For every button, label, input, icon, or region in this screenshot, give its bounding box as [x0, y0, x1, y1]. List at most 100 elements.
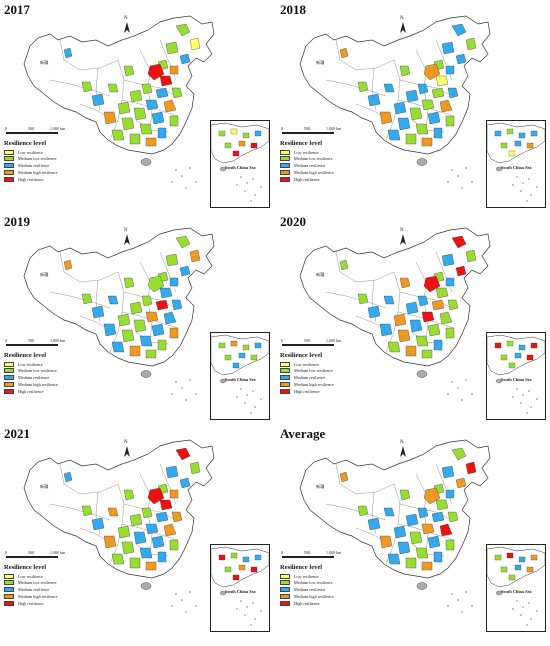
legend-swatch: [280, 169, 290, 175]
inset-region: [224, 566, 232, 573]
scale-mid: 500: [28, 126, 34, 131]
island-dot: [451, 593, 453, 595]
legend-item: Low resilience: [280, 361, 380, 367]
city-region: [367, 93, 381, 107]
south-china-sea-inset: South China Sea: [486, 332, 546, 420]
legend-swatch: [4, 169, 14, 175]
inset-region: [500, 142, 508, 149]
north-arrow: N: [396, 228, 410, 246]
city-region: [399, 489, 411, 501]
legend-swatch: [280, 368, 290, 374]
north-label: N: [124, 228, 128, 233]
city-region: [433, 127, 443, 139]
city-region: [465, 461, 477, 475]
scale-mid: 500: [304, 550, 310, 555]
city-region: [447, 511, 459, 523]
legend-label: Medium low resilience: [294, 580, 333, 586]
city-region: [169, 115, 179, 127]
city-region: [379, 535, 393, 549]
city-region: [179, 265, 191, 277]
country-outline: [299, 15, 491, 155]
scale-mid: 500: [28, 338, 34, 343]
legend-item: High resilience: [4, 388, 104, 394]
city-region: [117, 313, 131, 327]
china-map: [23, 439, 215, 613]
city-region: [107, 83, 119, 93]
city-region: [405, 557, 417, 569]
legend-item: High resilience: [4, 600, 104, 606]
legend-swatch: [280, 381, 290, 387]
province-border: [335, 251, 395, 283]
city-region: [439, 99, 453, 113]
city-region: [145, 523, 159, 535]
inset-region: [506, 552, 514, 559]
inset-island-dot: [240, 600, 242, 602]
city-region: [91, 93, 105, 107]
legend-item: Low resilience: [4, 361, 104, 367]
city-region: [151, 323, 165, 337]
city-region: [433, 551, 443, 563]
inset-island-dot: [236, 396, 238, 398]
city-region: [133, 107, 147, 121]
island-dot: [185, 611, 187, 613]
legend-swatch: [280, 388, 290, 394]
scale-bar: 0 500 1,000 km: [280, 550, 341, 562]
legend-label: Medium resilience: [294, 587, 326, 593]
hainan-island: [140, 158, 152, 166]
legend-item: Medium low resilience: [280, 580, 380, 586]
city-region: [465, 249, 477, 263]
city-region: [163, 311, 177, 325]
legend-item: Medium resilience: [280, 587, 380, 593]
province-border: [59, 39, 119, 71]
legend-title: Resilience level: [280, 140, 323, 147]
inset-island-dot: [536, 186, 538, 188]
scale-mid: 500: [304, 126, 310, 131]
city-region: [357, 81, 369, 93]
city-region: [405, 133, 417, 145]
scale-bar: 0 500 1,000 km: [4, 126, 65, 138]
city-region: [145, 137, 157, 147]
north-label: N: [124, 16, 128, 21]
city-region: [129, 133, 141, 145]
inset-island-dot: [244, 190, 246, 192]
city-region: [367, 517, 381, 531]
city-region: [175, 235, 191, 249]
legend-swatch: [280, 587, 290, 593]
region-label: 新疆: [316, 484, 325, 489]
legend-swatch: [280, 176, 290, 182]
legend-label: High resilience: [18, 600, 44, 606]
inset-island-dot: [254, 406, 256, 408]
inset-region: [530, 342, 538, 349]
inset-island-dot: [526, 200, 528, 202]
inset-island-dot: [260, 186, 262, 188]
island-dot: [465, 379, 467, 381]
city-region: [169, 65, 179, 75]
legend-swatch: [280, 149, 290, 155]
inset-island-dot: [522, 182, 524, 184]
inset-island-dot: [246, 394, 248, 396]
city-region: [427, 323, 441, 337]
city-region: [435, 287, 449, 299]
inset-region: [526, 142, 534, 149]
city-region: [409, 107, 423, 121]
city-region: [139, 335, 153, 347]
legend-item: High resilience: [280, 176, 380, 182]
inset-island-dot: [526, 412, 528, 414]
province-border: [335, 463, 395, 495]
city-region: [339, 47, 349, 59]
inset-island-dot: [536, 398, 538, 400]
city-region: [445, 489, 455, 499]
inset-island-dot: [530, 406, 532, 408]
inset-region: [506, 128, 514, 135]
city-region: [465, 37, 477, 51]
country-outline: [23, 439, 215, 579]
region-label: 新疆: [316, 60, 325, 65]
island-dot: [181, 175, 183, 177]
inset-region: [250, 566, 258, 573]
map-panel: Average 新疆 N 0 500 1,000 km Resilience level Lo…: [276, 424, 548, 636]
city-region: [379, 323, 393, 337]
china-map: [299, 227, 491, 401]
scale-bar-graphic: [282, 132, 334, 134]
city-region: [383, 83, 395, 93]
city-region: [427, 111, 441, 125]
